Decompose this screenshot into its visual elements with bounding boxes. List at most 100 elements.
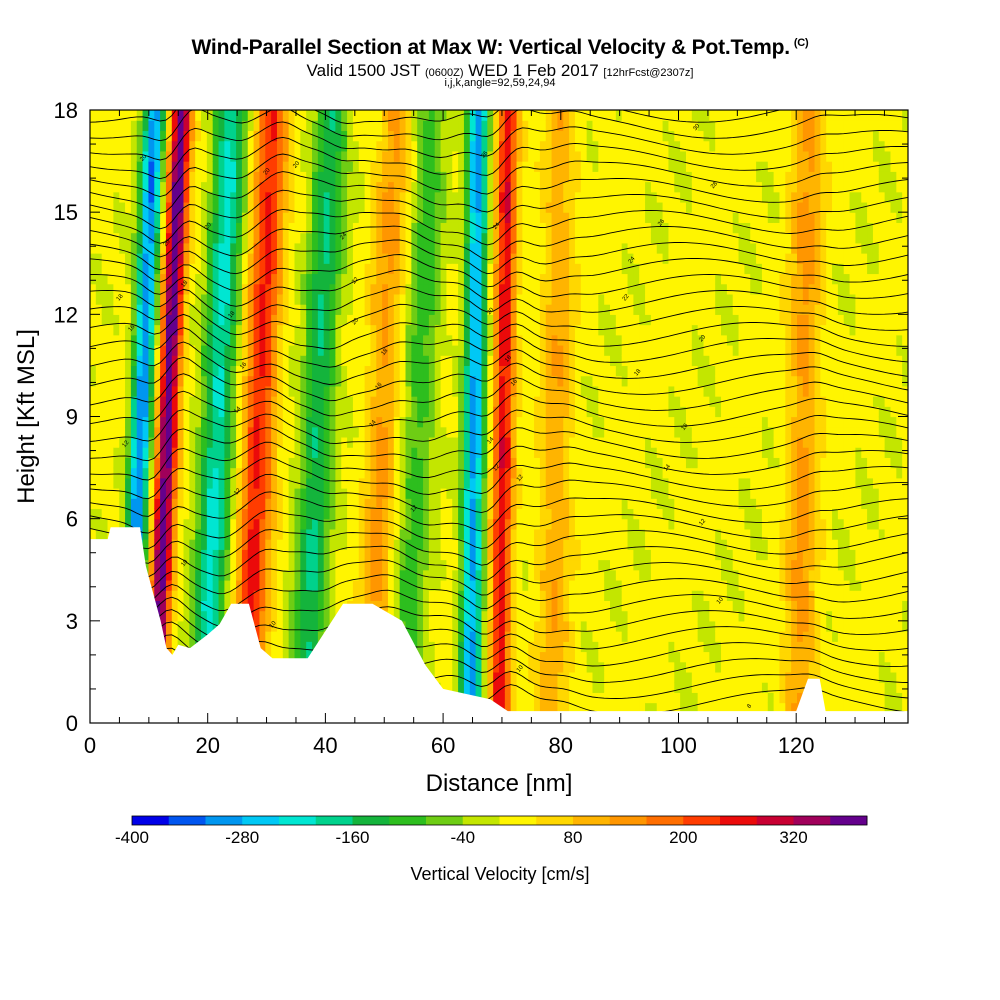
velocity-cell <box>516 651 523 663</box>
velocity-cell <box>107 334 114 346</box>
velocity-cell <box>452 273 459 285</box>
velocity-cell <box>440 620 448 632</box>
velocity-cell <box>288 191 296 203</box>
velocity-cell <box>195 365 202 377</box>
velocity-cell <box>218 130 225 142</box>
velocity-cell <box>528 385 535 397</box>
velocity-cell <box>177 528 185 540</box>
velocity-cell <box>171 396 179 407</box>
velocity-cell <box>423 283 430 295</box>
velocity-cell <box>294 508 301 520</box>
velocity-cell <box>557 539 564 550</box>
velocity-cell <box>551 671 559 683</box>
velocity-cell <box>358 436 366 448</box>
velocity-cell <box>493 191 500 203</box>
velocity-cell <box>463 661 471 673</box>
velocity-cell <box>253 447 261 458</box>
velocity-cell <box>259 181 266 193</box>
velocity-cell <box>557 212 564 223</box>
velocity-cell <box>446 161 453 172</box>
velocity-cell <box>370 344 377 356</box>
velocity-cell <box>201 242 208 254</box>
velocity-cell <box>107 150 114 162</box>
velocity-cell <box>569 212 576 223</box>
velocity-cell <box>183 528 190 540</box>
velocity-cell <box>230 385 237 397</box>
velocity-cell <box>218 344 225 356</box>
velocity-cell <box>545 579 553 591</box>
velocity-cell <box>446 324 453 336</box>
velocity-cell <box>499 488 506 499</box>
velocity-cell <box>282 120 290 132</box>
velocity-cell <box>411 365 418 377</box>
velocity-cell <box>347 120 354 132</box>
velocity-cell <box>201 191 208 203</box>
velocity-cell <box>551 120 559 132</box>
velocity-cell <box>323 385 331 397</box>
velocity-cell <box>329 406 336 418</box>
velocity-cell <box>504 293 512 305</box>
velocity-cell <box>364 293 372 305</box>
velocity-cell <box>130 477 138 489</box>
velocity-cell <box>201 416 208 428</box>
velocity-cell <box>177 334 185 346</box>
velocity-cell <box>393 191 401 203</box>
velocity-cell <box>189 488 196 499</box>
velocity-cell <box>317 304 325 315</box>
velocity-cell <box>539 559 547 571</box>
velocity-cell <box>136 324 144 336</box>
velocity-cell <box>493 682 500 693</box>
velocity-cell <box>534 232 541 244</box>
velocity-cell <box>183 426 190 438</box>
velocity-cell <box>119 477 126 489</box>
velocity-cell <box>563 304 570 315</box>
velocity-cell <box>516 559 523 571</box>
velocity-cell <box>399 242 407 254</box>
velocity-cell <box>475 161 483 172</box>
velocity-cell <box>130 273 138 285</box>
velocity-cell <box>499 610 506 622</box>
velocity-cell <box>306 641 313 653</box>
velocity-cell <box>539 569 547 581</box>
velocity-cell <box>212 600 220 612</box>
velocity-cell <box>487 140 494 152</box>
velocity-cell <box>259 385 266 397</box>
velocity-cell <box>423 150 430 162</box>
velocity-cell <box>224 488 231 499</box>
velocity-cell <box>347 528 354 540</box>
velocity-cell <box>259 518 266 530</box>
velocity-cell <box>189 171 196 183</box>
velocity-cell <box>376 355 383 367</box>
velocity-cell <box>119 457 126 469</box>
velocity-cell <box>113 314 120 326</box>
velocity-cell <box>493 467 500 479</box>
velocity-cell <box>545 314 553 326</box>
velocity-cell <box>387 539 395 550</box>
velocity-cell <box>434 590 442 601</box>
velocity-cell <box>148 110 155 121</box>
velocity-cell <box>557 314 564 326</box>
velocity-cell <box>335 253 342 264</box>
velocity-cell <box>271 283 278 295</box>
velocity-cell <box>317 253 325 264</box>
velocity-cell <box>317 355 325 367</box>
velocity-cell <box>493 283 500 295</box>
velocity-cell <box>516 467 523 479</box>
velocity-cell <box>201 140 208 152</box>
velocity-cell <box>510 488 518 499</box>
velocity-cell <box>516 232 523 244</box>
velocity-cell <box>160 528 167 540</box>
velocity-cell <box>428 283 436 295</box>
velocity-cell <box>189 324 196 336</box>
velocity-cell <box>312 508 319 520</box>
velocity-cell <box>300 110 307 121</box>
velocity-cell <box>288 457 296 469</box>
velocity-cell <box>171 242 179 254</box>
velocity-cell <box>177 150 185 162</box>
velocity-cell <box>574 610 582 622</box>
velocity-cell <box>160 273 167 285</box>
velocity-cell <box>475 242 483 254</box>
velocity-cell <box>440 671 448 683</box>
velocity-cell <box>160 569 167 581</box>
velocity-cell <box>212 191 220 203</box>
